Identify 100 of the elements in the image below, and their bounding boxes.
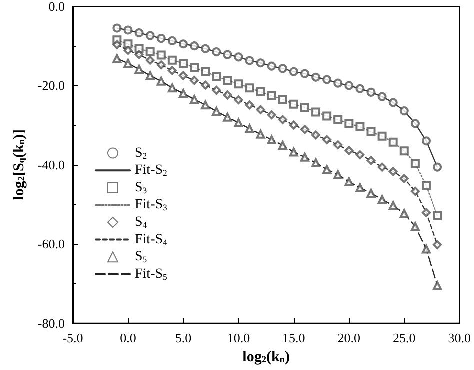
point [212, 72, 222, 82]
point [112, 54, 122, 64]
point [267, 62, 276, 71]
point [267, 110, 276, 120]
point [201, 44, 210, 54]
point [366, 128, 376, 137]
point [378, 92, 387, 102]
point [366, 156, 376, 166]
y-axis-title: log2[Sq(kn)] [12, 130, 28, 200]
point [146, 31, 155, 40]
x-tick-label: 5.0 [175, 330, 192, 346]
point [388, 201, 398, 210]
x-tick-label: 0.0 [120, 330, 136, 346]
point [245, 56, 254, 66]
legend-label: Fit-S3 [135, 198, 168, 213]
y-tick-label: -40.0 [38, 157, 65, 172]
y-tick-label: -20.0 [38, 78, 65, 94]
legend-label: Fit-S2 [135, 163, 168, 178]
point [212, 48, 222, 57]
point [312, 158, 321, 168]
y-tick-label: -80.0 [38, 316, 65, 331]
point [256, 88, 266, 97]
x-tick-label: 10.0 [227, 330, 250, 346]
point [344, 177, 354, 186]
point [388, 167, 398, 176]
point [124, 40, 133, 49]
point [334, 170, 343, 180]
point [234, 95, 244, 104]
point [433, 240, 442, 250]
point [344, 146, 354, 156]
point [410, 159, 420, 168]
point [356, 183, 365, 192]
point [212, 86, 222, 95]
point [201, 67, 210, 76]
x-tick-label: 15.0 [282, 330, 306, 346]
point [223, 112, 232, 122]
point [312, 72, 321, 82]
point [289, 148, 298, 157]
point [156, 76, 166, 86]
y-tick-label: -60.0 [38, 236, 65, 252]
point [422, 181, 431, 190]
point [356, 84, 365, 94]
legend-label: S3 [135, 180, 148, 196]
x-tick-label: 20.0 [338, 330, 361, 346]
x-tick-label: -5.0 [62, 330, 84, 346]
point [356, 122, 365, 132]
point [278, 64, 288, 74]
point [400, 106, 409, 116]
point [322, 75, 332, 84]
point [410, 119, 420, 128]
point [289, 67, 298, 76]
legend-label: Fit-S5 [135, 266, 168, 282]
x-axis-title: log2(kn) [242, 350, 290, 366]
legend-label: S4 [135, 215, 148, 230]
point [334, 140, 343, 150]
point [312, 108, 321, 117]
point [267, 135, 276, 144]
point [344, 81, 354, 90]
point [400, 209, 409, 218]
point [400, 146, 409, 156]
point [134, 50, 144, 60]
point [267, 92, 276, 101]
point [168, 84, 177, 93]
point [156, 34, 166, 44]
point [245, 100, 254, 110]
point [278, 115, 288, 124]
point [234, 80, 244, 89]
point [190, 42, 200, 51]
point [212, 106, 222, 116]
point [156, 60, 166, 70]
point [245, 84, 254, 93]
point [178, 89, 188, 98]
point [334, 78, 343, 88]
point [112, 40, 122, 50]
x-tick-label: 30.0 [448, 330, 471, 346]
point [410, 222, 420, 232]
point [422, 136, 431, 146]
point [223, 90, 232, 100]
point [156, 50, 166, 60]
point [300, 102, 310, 112]
point [300, 125, 310, 134]
point [168, 36, 177, 46]
point [178, 71, 188, 80]
point [378, 132, 387, 141]
point [388, 98, 398, 108]
point [366, 188, 376, 198]
point [256, 105, 266, 114]
point [300, 69, 310, 78]
point [388, 138, 398, 147]
point [190, 95, 200, 104]
point [322, 135, 332, 144]
point [400, 174, 409, 184]
point [234, 118, 244, 128]
point [112, 24, 122, 33]
point [256, 58, 266, 68]
point [168, 66, 177, 76]
point [190, 63, 200, 72]
point [322, 112, 332, 121]
point [378, 162, 387, 172]
point [134, 28, 144, 38]
